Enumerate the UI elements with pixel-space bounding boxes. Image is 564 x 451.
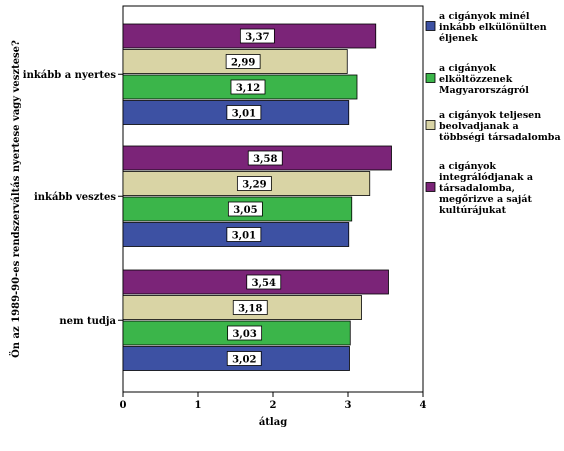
data-label: 3,29 bbox=[242, 180, 266, 191]
x-tick-label: 3 bbox=[345, 400, 352, 411]
legend-label: inkább elkülönülten bbox=[439, 22, 547, 33]
legend-label: a cigányok minél bbox=[439, 11, 530, 22]
data-label-box bbox=[225, 54, 261, 69]
legend-label: a cigányok bbox=[439, 161, 496, 172]
legend-label: többségi társadalomba bbox=[439, 132, 561, 143]
legend-swatch-4 bbox=[425, 182, 436, 192]
legend-swatch-3 bbox=[425, 120, 436, 130]
x-axis-title: átlag bbox=[259, 417, 287, 428]
legend-swatch-2 bbox=[425, 73, 436, 83]
legend-label: beolvadjanak a bbox=[439, 121, 519, 132]
data-label-box bbox=[226, 227, 262, 242]
category-label: nem tudja bbox=[59, 316, 116, 327]
data-label: 3,05 bbox=[233, 205, 257, 216]
data-label: 3,03 bbox=[232, 329, 256, 340]
data-label: 3,58 bbox=[253, 154, 277, 165]
bar-1-1 bbox=[122, 100, 350, 125]
legend-label: éljenek bbox=[439, 33, 478, 44]
data-label-box bbox=[232, 300, 268, 315]
data-label: 3,02 bbox=[232, 355, 256, 366]
data-label: 3,37 bbox=[245, 32, 269, 43]
legend-label: társadalomba, bbox=[439, 183, 515, 194]
data-label: 3,54 bbox=[252, 278, 276, 289]
data-label: 3,01 bbox=[232, 109, 256, 120]
x-tick-label: 2 bbox=[270, 400, 277, 411]
data-label-box bbox=[226, 105, 262, 120]
legend-swatch-1 bbox=[425, 21, 436, 31]
y-axis-title: Ön az 1989-90-es rendszerváltás nyertese… bbox=[9, 40, 22, 358]
data-label: 3,18 bbox=[238, 304, 262, 315]
x-tick-label: 1 bbox=[195, 400, 202, 411]
data-label: 3,12 bbox=[236, 83, 260, 94]
category-label: inkább a nyertes bbox=[23, 70, 117, 81]
legend-label: integrálódjanak a bbox=[439, 172, 533, 183]
legend-label: Magyarországról bbox=[439, 85, 529, 96]
legend-label: a cigányok teljesen bbox=[439, 110, 541, 121]
data-label-box bbox=[226, 351, 262, 366]
data-label-box bbox=[239, 28, 275, 44]
legend-label: kultúrájukat bbox=[439, 205, 507, 216]
data-label: 2,99 bbox=[231, 58, 255, 69]
plot-area: 3,37 2,99 3,12 3,01 inkább a nyertes 3,58 3,29… bbox=[9, 5, 427, 428]
x-tick-label: 0 bbox=[120, 400, 127, 411]
data-label-box bbox=[246, 274, 282, 290]
data-label-box bbox=[227, 325, 263, 341]
data-label-box bbox=[236, 176, 272, 191]
legend-label: megőrizve a saját bbox=[439, 194, 533, 205]
category-label: inkább vesztes bbox=[34, 192, 116, 203]
x-tick-label: 4 bbox=[420, 400, 427, 411]
data-label-box bbox=[230, 79, 266, 95]
legend-label: a cigányok bbox=[439, 63, 496, 74]
legend-label: elköltözzenek bbox=[439, 74, 513, 85]
data-label-box bbox=[247, 150, 283, 166]
data-label-box bbox=[227, 201, 263, 217]
data-label: 3,01 bbox=[232, 231, 256, 242]
